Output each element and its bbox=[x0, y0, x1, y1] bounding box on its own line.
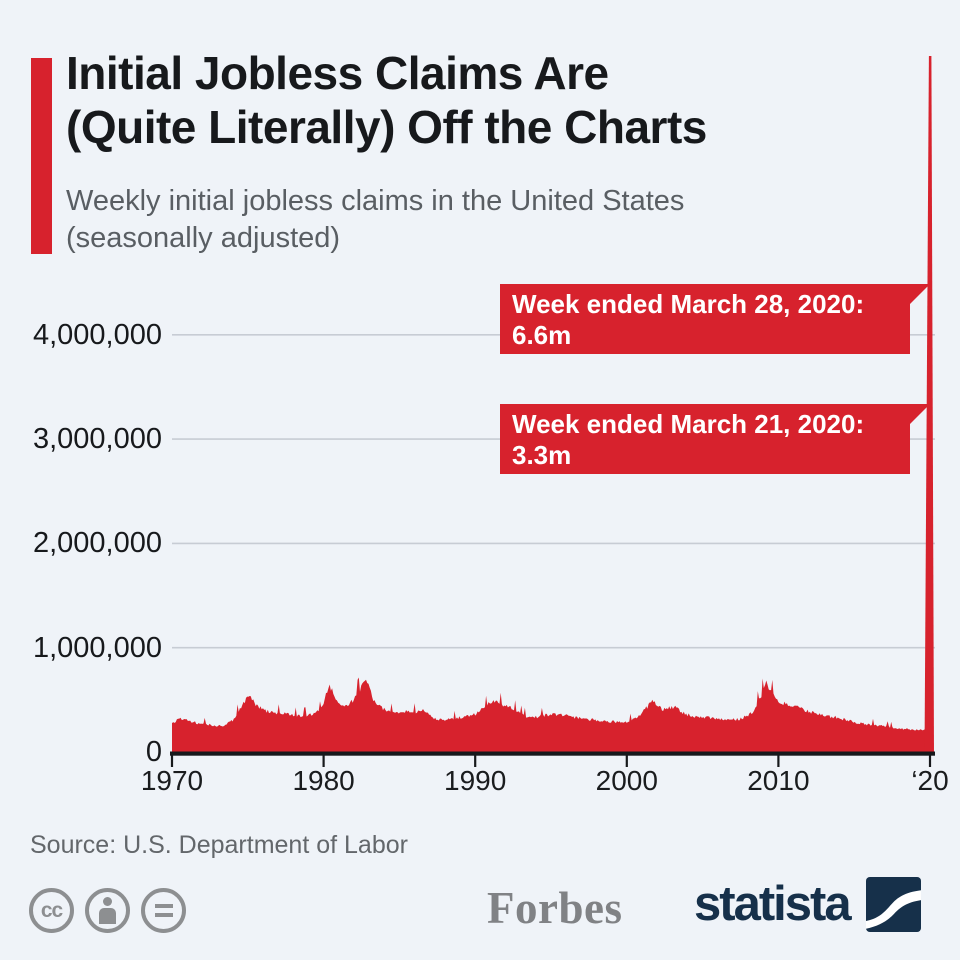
y-axis-label: 3,000,000 bbox=[32, 423, 162, 456]
x-axis-label: 1990 bbox=[444, 765, 507, 796]
y-axis-label: 1,000,000 bbox=[32, 631, 162, 664]
statista-logo[interactable]: statista bbox=[694, 876, 921, 932]
source-credit: Source: U.S. Department of Labor bbox=[30, 831, 408, 859]
subtitle-line-1: Weekly initial jobless claims in the Uni… bbox=[66, 185, 685, 217]
forbes-logo[interactable]: Forbes bbox=[487, 883, 623, 933]
statista-wordmark: statista bbox=[694, 877, 852, 931]
statista-logo-mark-icon bbox=[865, 876, 921, 932]
title-line-2: (Quite Literally) Off the Charts bbox=[66, 101, 707, 153]
x-axis-label: 2000 bbox=[595, 765, 658, 796]
annotation-week-march-21: Week ended March 21, 2020: 3.3m bbox=[500, 404, 930, 474]
annotation-label: Week ended March 28, 2020: bbox=[512, 289, 865, 319]
x-axis-label: 2010 bbox=[747, 765, 810, 796]
y-axis-label: 2,000,000 bbox=[32, 527, 162, 560]
subtitle-line-2: (seasonally adjusted) bbox=[66, 222, 341, 254]
attribution-icon[interactable] bbox=[85, 888, 130, 933]
chart-subtitle: Weekly initial jobless claims in the Uni… bbox=[66, 183, 684, 257]
annotation-label: Week ended March 21, 2020: bbox=[512, 409, 865, 439]
y-axis-label: 0 bbox=[145, 736, 162, 768]
annotation-pointer-icon bbox=[910, 284, 930, 304]
page-title: Initial Jobless Claims Are (Quite Litera… bbox=[66, 46, 707, 154]
y-axis-label: 4,000,000 bbox=[32, 318, 162, 351]
x-axis-label: ‘20 bbox=[911, 765, 949, 796]
x-axis-label: 1970 bbox=[140, 765, 204, 796]
annotation-value: 3.3m bbox=[512, 440, 572, 470]
license-icons: cc bbox=[29, 888, 186, 933]
annotation-value: 6.6m bbox=[512, 320, 572, 350]
creative-commons-icon[interactable]: cc bbox=[29, 888, 74, 933]
annotation-week-march-28: Week ended March 28, 2020: 6.6m bbox=[500, 284, 930, 354]
no-derivatives-icon[interactable] bbox=[141, 888, 186, 933]
annotation-pointer-icon bbox=[910, 404, 930, 424]
x-axis-label: 1980 bbox=[292, 765, 355, 796]
title-accent-bar bbox=[31, 58, 52, 254]
title-line-1: Initial Jobless Claims Are bbox=[66, 47, 609, 99]
